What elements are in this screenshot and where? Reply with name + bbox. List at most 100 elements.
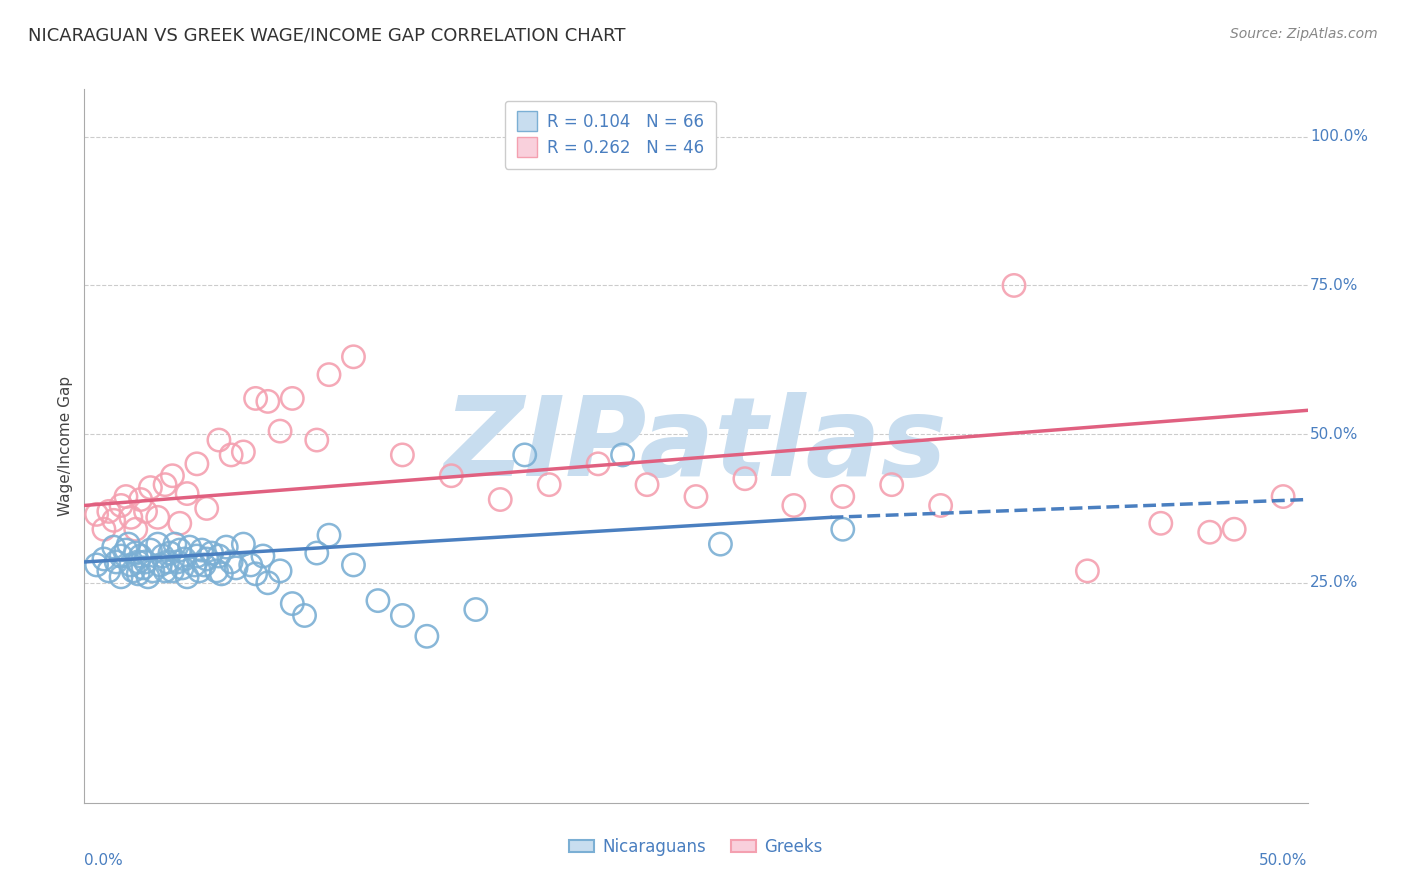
- Point: [734, 472, 756, 486]
- Point: [636, 477, 658, 491]
- Point: [416, 629, 439, 643]
- Point: [115, 543, 138, 558]
- Point: [257, 575, 280, 590]
- Point: [135, 504, 157, 518]
- Point: [294, 608, 316, 623]
- Point: [193, 558, 215, 572]
- Point: [166, 555, 188, 569]
- Point: [257, 394, 280, 409]
- Point: [513, 448, 536, 462]
- Point: [219, 555, 242, 569]
- Point: [586, 457, 609, 471]
- Point: [146, 510, 169, 524]
- Point: [342, 350, 364, 364]
- Point: [139, 543, 162, 558]
- Point: [208, 549, 231, 563]
- Point: [176, 486, 198, 500]
- Point: [103, 513, 125, 527]
- Point: [135, 555, 157, 569]
- Point: [163, 537, 186, 551]
- Point: [464, 602, 486, 616]
- Point: [86, 558, 108, 572]
- Point: [86, 508, 108, 522]
- Point: [391, 608, 413, 623]
- Text: 0.0%: 0.0%: [84, 853, 124, 868]
- Point: [127, 566, 149, 581]
- Text: 50.0%: 50.0%: [1310, 426, 1358, 442]
- Point: [173, 552, 195, 566]
- Point: [783, 499, 806, 513]
- Point: [129, 549, 152, 563]
- Y-axis label: Wage/Income Gap: Wage/Income Gap: [58, 376, 73, 516]
- Point: [97, 564, 120, 578]
- Point: [281, 392, 304, 406]
- Point: [305, 546, 328, 560]
- Point: [209, 566, 232, 581]
- Point: [153, 564, 176, 578]
- Point: [245, 566, 267, 581]
- Point: [110, 570, 132, 584]
- Point: [176, 570, 198, 584]
- Point: [232, 537, 254, 551]
- Point: [103, 540, 125, 554]
- Point: [183, 558, 205, 572]
- Point: [136, 570, 159, 584]
- Point: [232, 445, 254, 459]
- Point: [831, 490, 853, 504]
- Point: [205, 564, 228, 578]
- Point: [929, 499, 952, 513]
- Point: [1198, 525, 1220, 540]
- Point: [367, 593, 389, 607]
- Point: [152, 549, 174, 563]
- Point: [110, 549, 132, 563]
- Point: [191, 543, 214, 558]
- Point: [172, 561, 194, 575]
- Text: 50.0%: 50.0%: [1260, 853, 1308, 868]
- Point: [186, 457, 208, 471]
- Legend: Nicaraguans, Greeks: Nicaraguans, Greeks: [562, 831, 830, 863]
- Point: [179, 540, 201, 554]
- Point: [709, 537, 731, 551]
- Point: [127, 555, 149, 569]
- Point: [1002, 278, 1025, 293]
- Point: [156, 555, 179, 569]
- Point: [208, 433, 231, 447]
- Point: [489, 492, 512, 507]
- Point: [169, 543, 191, 558]
- Point: [186, 549, 208, 563]
- Point: [93, 522, 115, 536]
- Point: [97, 504, 120, 518]
- Point: [115, 490, 138, 504]
- Point: [538, 477, 561, 491]
- Point: [239, 558, 262, 572]
- Point: [195, 501, 218, 516]
- Point: [129, 492, 152, 507]
- Point: [318, 368, 340, 382]
- Point: [269, 424, 291, 438]
- Point: [125, 546, 148, 560]
- Point: [153, 477, 176, 491]
- Point: [1150, 516, 1173, 531]
- Point: [305, 433, 328, 447]
- Point: [162, 468, 184, 483]
- Point: [122, 564, 145, 578]
- Point: [120, 510, 142, 524]
- Point: [880, 477, 903, 491]
- Point: [391, 448, 413, 462]
- Text: ZIPatlas: ZIPatlas: [444, 392, 948, 500]
- Text: Source: ZipAtlas.com: Source: ZipAtlas.com: [1230, 27, 1378, 41]
- Point: [146, 537, 169, 551]
- Point: [125, 522, 148, 536]
- Point: [120, 558, 142, 572]
- Point: [1076, 564, 1098, 578]
- Point: [245, 392, 267, 406]
- Point: [93, 552, 115, 566]
- Point: [110, 499, 132, 513]
- Point: [117, 537, 139, 551]
- Point: [1223, 522, 1246, 536]
- Text: 100.0%: 100.0%: [1310, 129, 1368, 145]
- Point: [188, 564, 211, 578]
- Point: [685, 490, 707, 504]
- Point: [142, 564, 165, 578]
- Point: [105, 555, 128, 569]
